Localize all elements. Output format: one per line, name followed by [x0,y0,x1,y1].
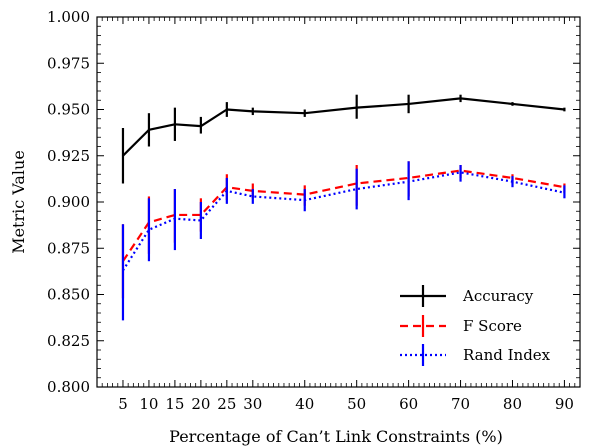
series-accuracy [121,94,566,184]
y-tick-label: 0.975 [47,54,90,72]
data-point [173,123,176,126]
legend-item-accuracy: Accuracy [400,285,534,307]
data-point [303,112,306,115]
x-tick-label: 40 [295,395,314,413]
y-tick-label: 0.900 [47,193,90,211]
legend-label: Accuracy [462,287,534,305]
x-tick-label: 20 [191,395,210,413]
data-point [355,188,358,191]
series-f-score [121,161,566,299]
x-tick-label: 5 [118,395,128,413]
x-tick-label: 10 [139,395,158,413]
series-line [122,97,565,157]
legend-label: Rand Index [463,346,551,364]
axes: 0.800 0.825 0.850 0.875 0.900 0.925 0.950 0.975… [47,8,581,413]
y-tick-label: 0.925 [47,147,90,165]
data-point [407,180,410,183]
y-tick-label: 0.875 [47,239,90,257]
x-tick-label: 70 [451,395,470,413]
y-tick-label: 1.000 [47,8,90,26]
data-point [225,108,228,111]
x-axis-label: Percentage of Can’t Link Constraints (%) [169,427,503,446]
data-point [459,97,462,100]
data-point [225,189,228,192]
legend: Accuracy F Score Rand Index [400,285,551,366]
data-point [563,191,566,194]
x-tick-label: 90 [555,395,574,413]
legend-item-f-score: F Score [400,315,522,337]
plot-lines [121,94,566,321]
data-point [147,128,150,131]
data-point [355,106,358,109]
series-line [122,169,565,262]
series-rand-index [121,161,566,321]
y-tick-label: 0.825 [47,332,90,350]
data-point [251,195,254,198]
data-point [511,180,514,183]
x-tick-label: 60 [399,395,418,413]
data-point [563,108,566,111]
data-point [303,199,306,202]
data-point [199,125,202,128]
y-tick-label: 0.800 [47,378,90,396]
y-tick-label: 0.950 [47,101,90,119]
legend-item-rand-index: Rand Index [400,344,551,366]
data-point [147,228,150,231]
data-point [121,269,124,272]
data-point [407,102,410,105]
x-tick-label: 50 [347,395,366,413]
x-tick-label: 80 [503,395,522,413]
x-tick-label: 30 [243,395,262,413]
data-point [459,171,462,174]
data-point [121,154,124,157]
y-axis-label: Metric Value [9,150,28,254]
data-point [199,219,202,222]
series-line [122,171,565,272]
data-point [173,217,176,220]
data-point [511,102,514,105]
data-point [251,110,254,113]
x-tick-label: 25 [217,395,236,413]
legend-label: F Score [463,317,522,335]
y-tick-label: 0.850 [47,286,90,304]
x-tick-label: 15 [165,395,184,413]
